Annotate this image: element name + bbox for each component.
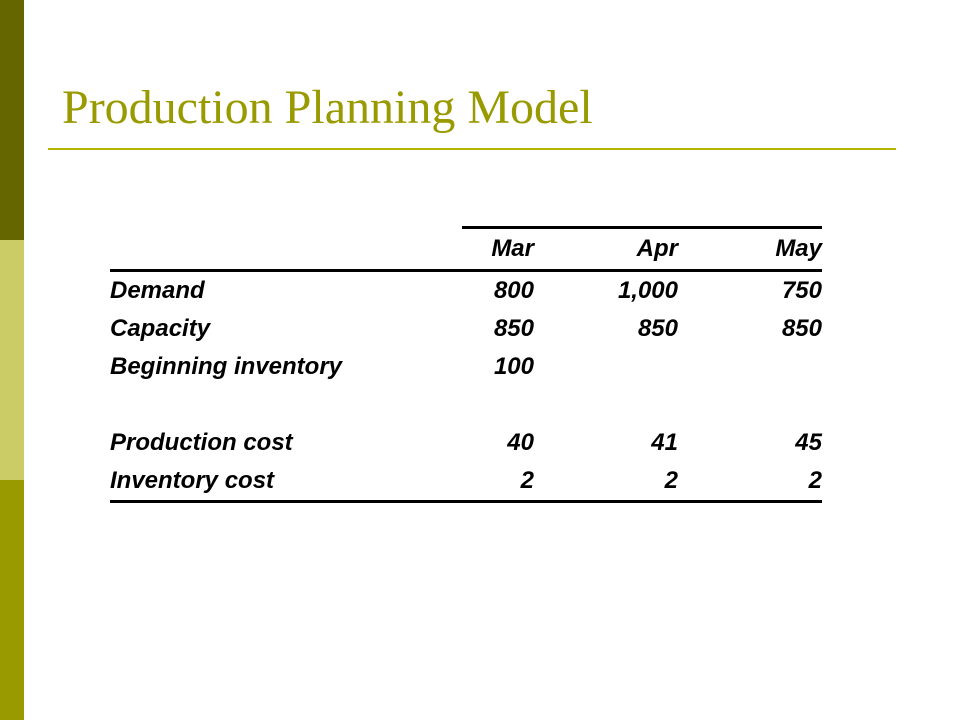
cell-apr: 41 — [651, 429, 678, 456]
table-row-demand: Demand 800 1,000 750 — [110, 272, 822, 310]
cell-mar: 850 — [493, 315, 534, 342]
row-label: Inventory cost — [110, 467, 275, 494]
column-header-apr: Apr — [636, 235, 678, 262]
cell-mar: 100 — [493, 353, 534, 380]
title-underline — [48, 148, 896, 150]
table-row-beginning-inventory: Beginning inventory 100 — [110, 348, 822, 386]
cell-may: 2 — [808, 467, 822, 494]
slide-title: Production Planning Model — [62, 81, 593, 134]
table-row-capacity: Capacity 850 850 850 — [110, 310, 822, 348]
cell-may: 45 — [795, 429, 822, 456]
column-header-mar: Mar — [491, 235, 534, 262]
table-row-inventory-cost: Inventory cost 2 2 2 — [110, 462, 822, 500]
table-top-rule — [462, 226, 822, 229]
table-row-production-cost: Production cost 40 41 45 — [110, 424, 822, 462]
column-header-may: May — [775, 235, 822, 262]
production-data-table: Mar Apr May Demand 800 1,000 750 Capacit… — [110, 226, 822, 503]
side-accent-bar-top — [0, 0, 24, 240]
row-label: Beginning inventory — [110, 353, 343, 380]
table-header-row: Mar Apr May — [110, 229, 822, 269]
table-bottom-rule — [110, 500, 822, 503]
row-label: Capacity — [110, 315, 211, 342]
side-accent-bar-bottom — [0, 480, 24, 720]
cell-apr: 2 — [664, 467, 678, 494]
cell-mar: 40 — [507, 429, 534, 456]
row-label: Production cost — [110, 429, 293, 456]
cell-mar: 800 — [493, 277, 534, 304]
table-header-rule — [110, 269, 822, 272]
table-spacer-row — [110, 386, 822, 424]
row-label: Demand — [110, 277, 205, 304]
cell-apr: 850 — [637, 315, 678, 342]
cell-apr: 1,000 — [617, 277, 678, 304]
cell-may: 750 — [781, 277, 822, 304]
cell-may: 850 — [781, 315, 822, 342]
side-accent-bar-middle — [0, 240, 24, 480]
cell-mar: 2 — [520, 467, 534, 494]
